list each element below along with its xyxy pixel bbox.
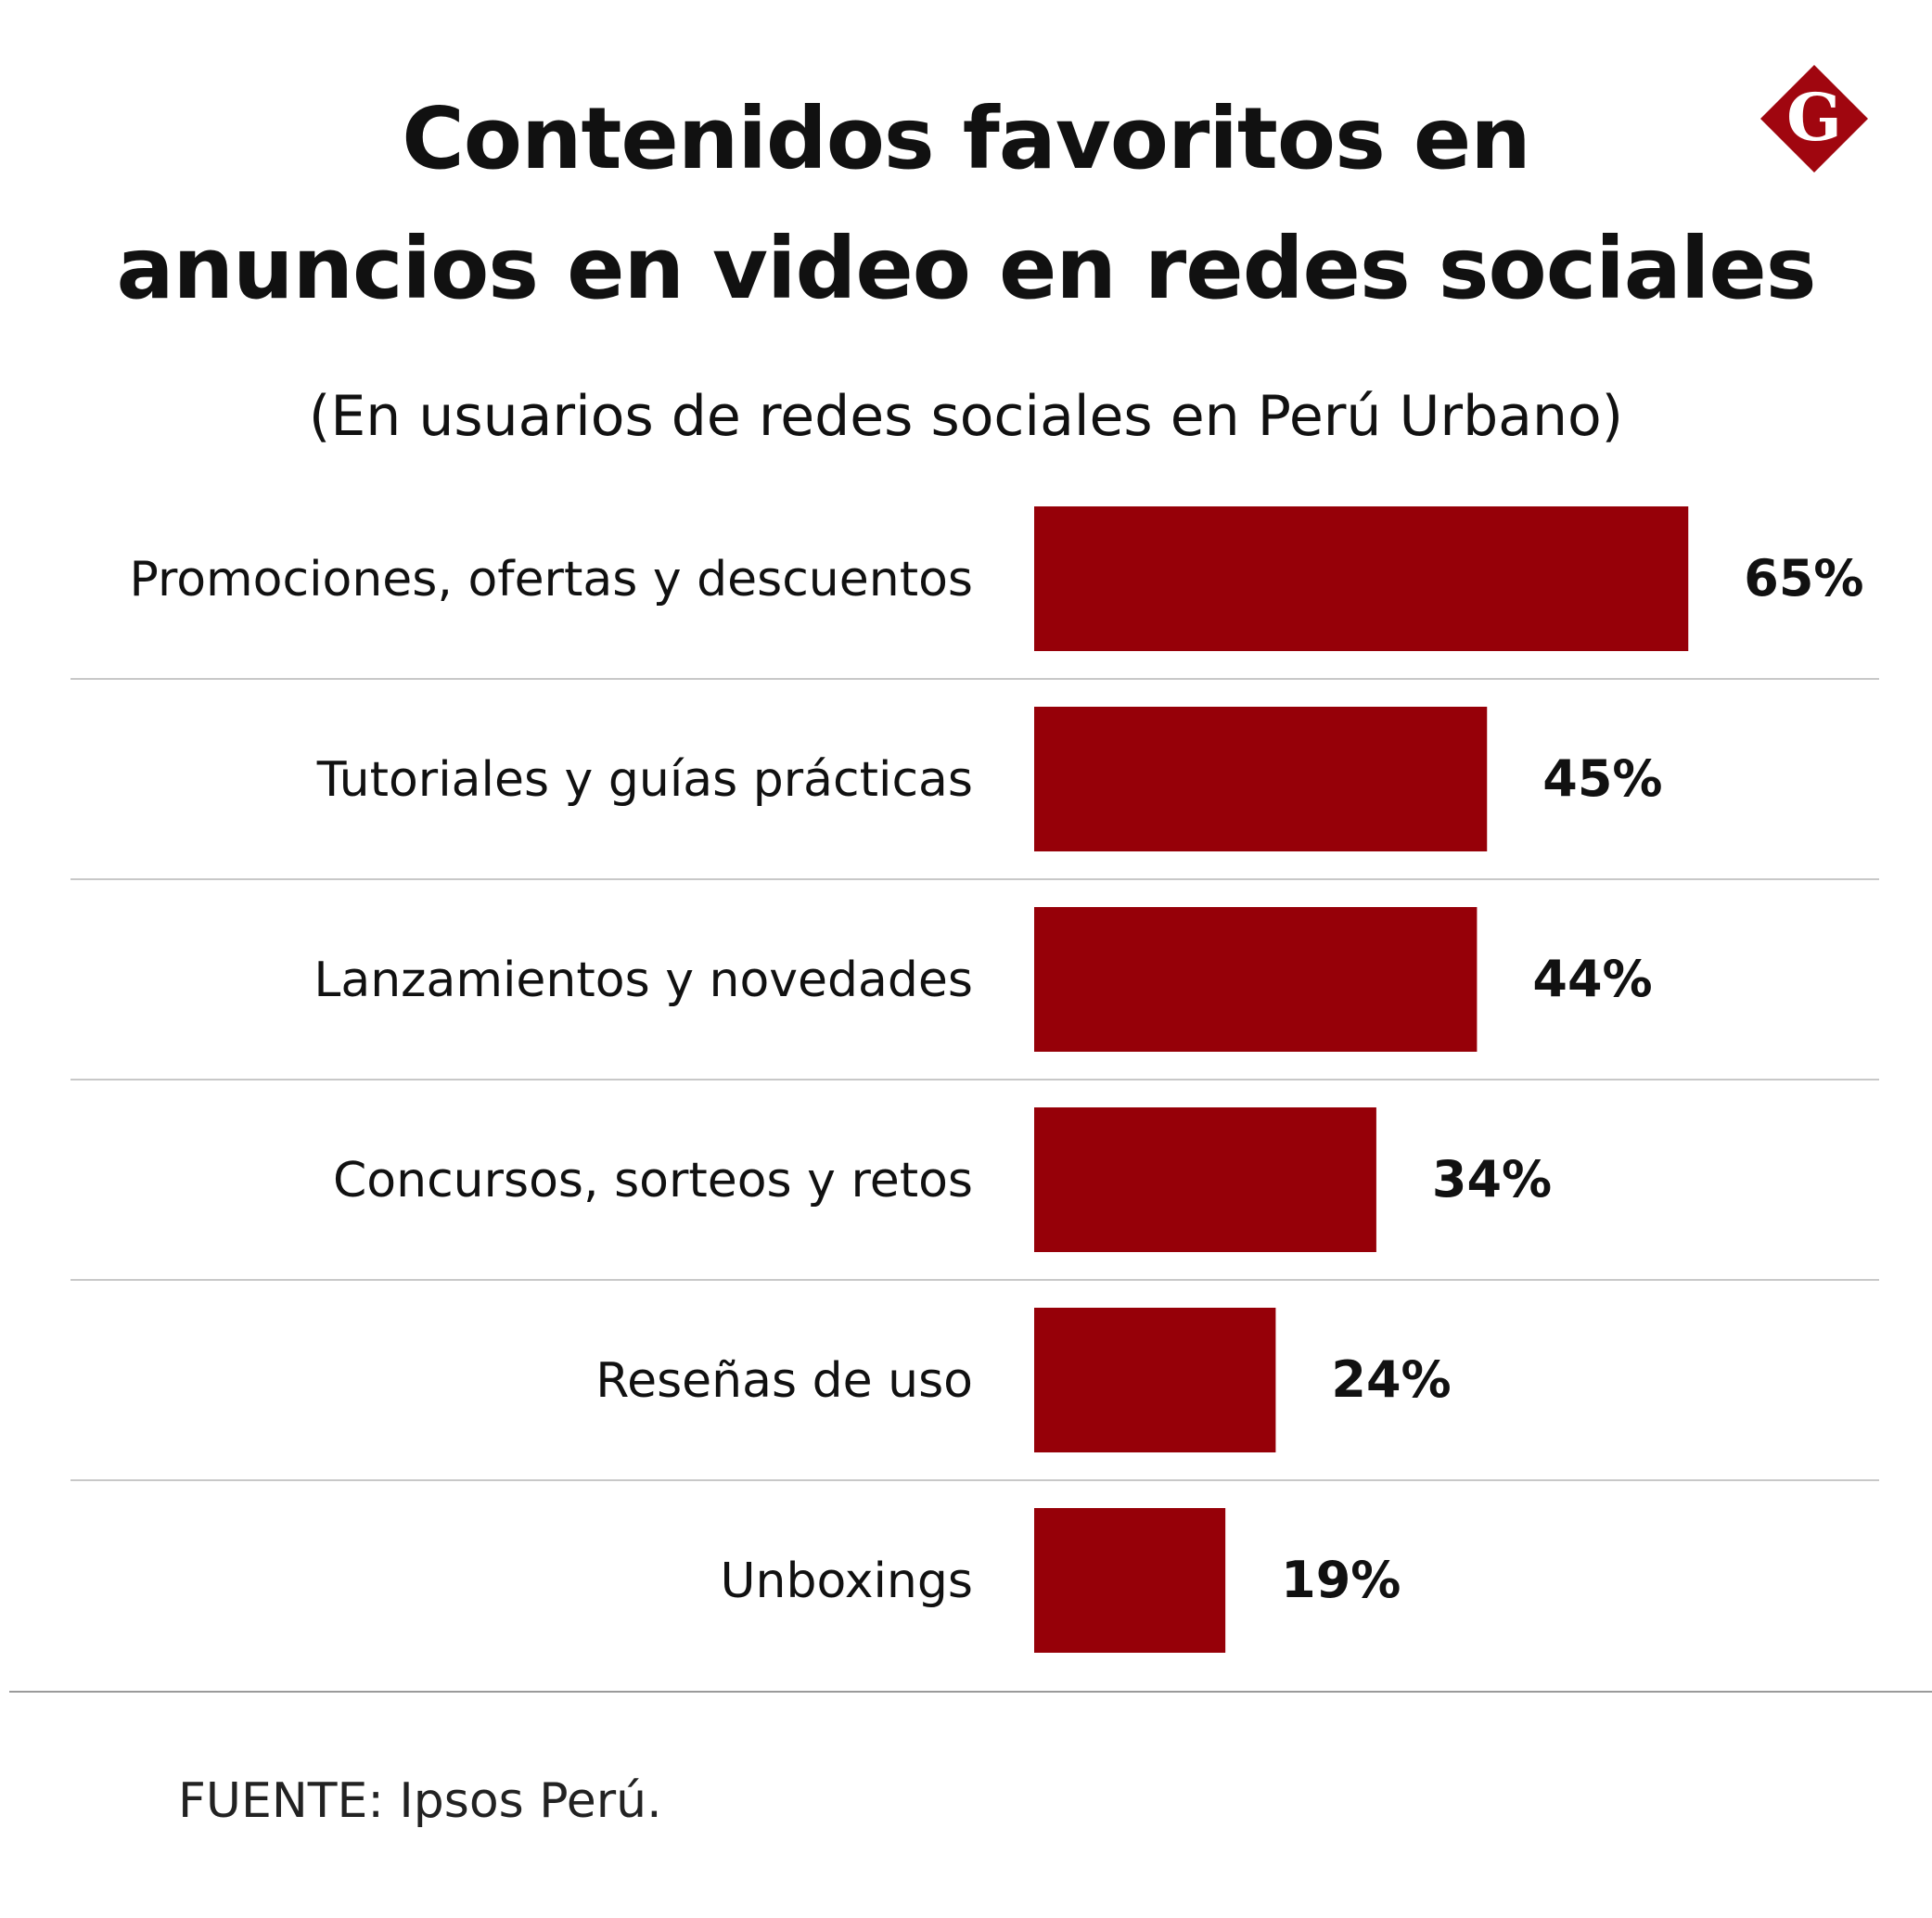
value-label: 19% (1281, 1551, 1401, 1609)
chart-title-line-2: anuncios en video en redes sociales (116, 219, 1816, 318)
category-label: Reseñas de uso (595, 1353, 973, 1409)
value-label: 34% (1432, 1150, 1552, 1208)
bar (1034, 907, 1478, 1052)
value-label: 45% (1542, 749, 1662, 808)
category-label: Unboxings (720, 1554, 973, 1609)
brand-logo-icon: G (1760, 65, 1868, 173)
bar (1034, 1308, 1276, 1452)
value-label: 65% (1744, 549, 1863, 607)
bar (1034, 506, 1689, 651)
bar (1034, 1508, 1226, 1653)
brand-logo-letter: G (1786, 79, 1842, 156)
chart-subtitle: (En usuarios de redes sociales en Perú U… (308, 384, 1624, 449)
value-label: 44% (1532, 950, 1652, 1008)
bar (1034, 707, 1488, 851)
value-label: 24% (1331, 1350, 1451, 1409)
chart-title-line-1: Contenidos favoritos en (402, 89, 1531, 188)
category-label: Promociones, ofertas y descuentos (130, 552, 973, 607)
source-note: FUENTE: Ipsos Perú. (178, 1773, 662, 1829)
category-label: Tutoriales y guías prácticas (316, 752, 973, 808)
category-label: Lanzamientos y novedades (313, 953, 973, 1008)
bar (1034, 1107, 1376, 1252)
category-label: Concursos, sorteos y retos (333, 1153, 973, 1208)
